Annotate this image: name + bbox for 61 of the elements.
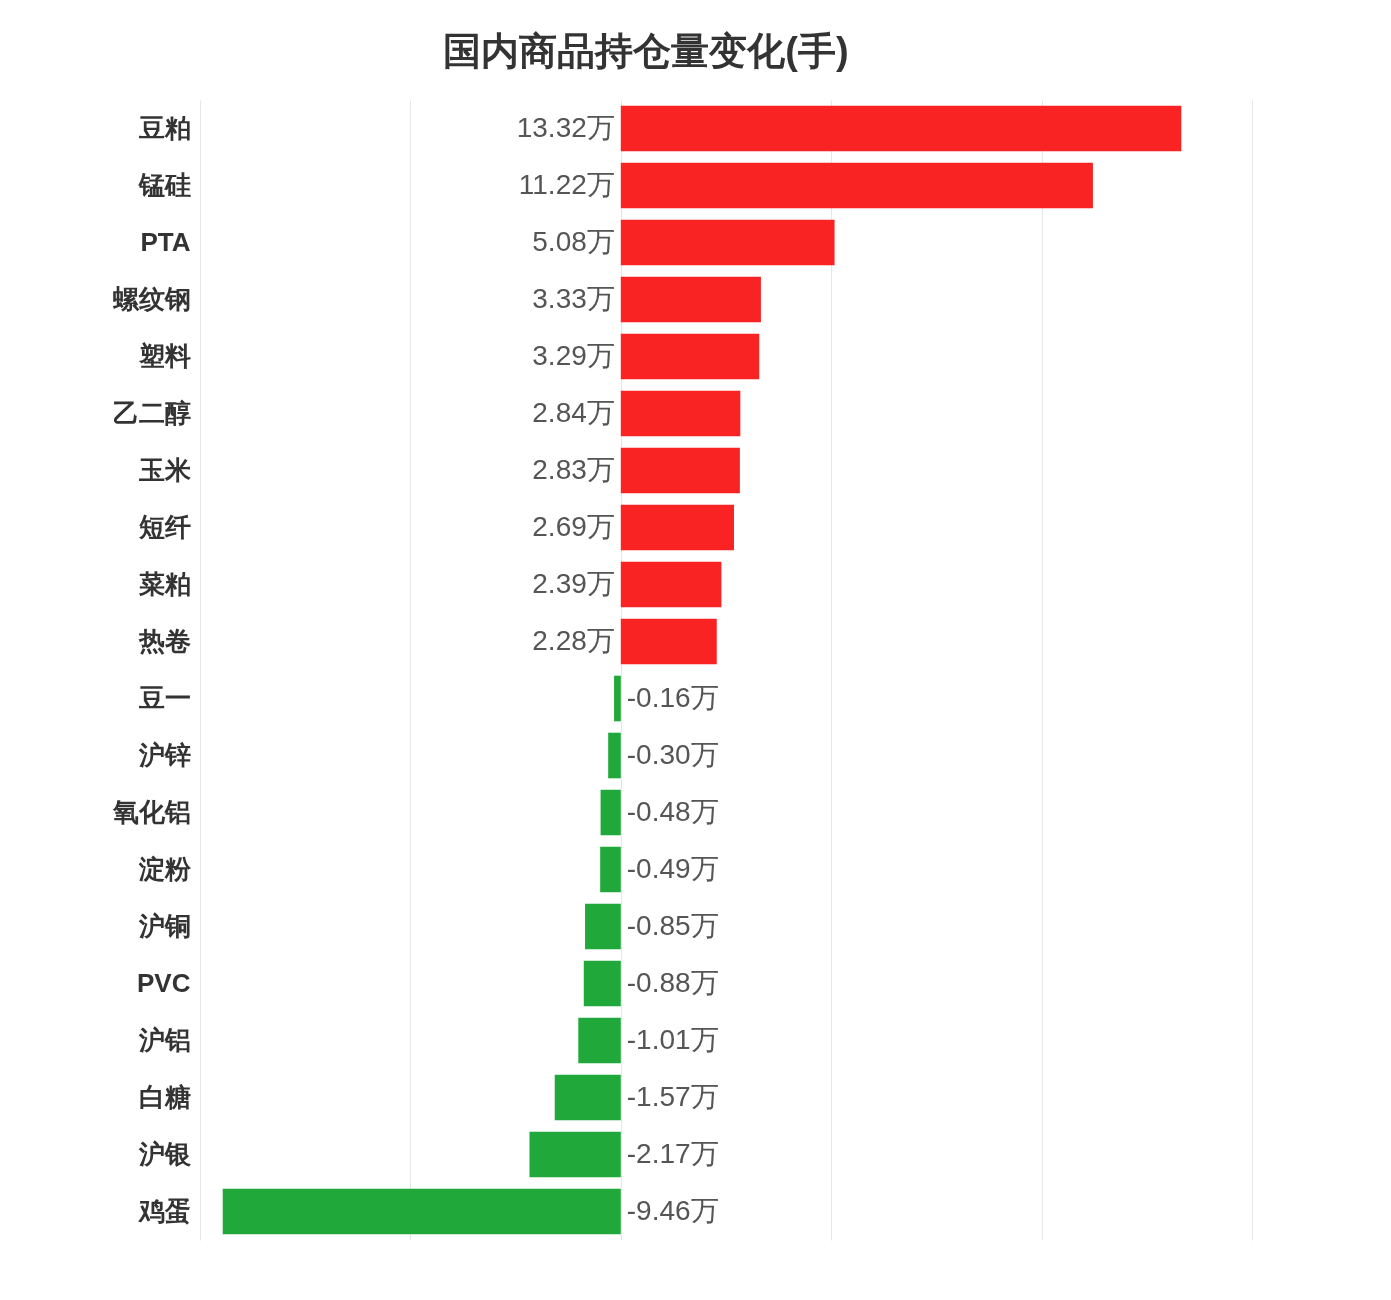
data-label: -1.57万 — [626, 1080, 719, 1112]
y-tick-label: 豆粕 — [137, 112, 191, 143]
data-label: -0.88万 — [626, 966, 719, 998]
bar — [600, 846, 621, 893]
data-label: -0.48万 — [626, 795, 719, 827]
bar — [620, 162, 1093, 209]
y-tick-label: 淀粉 — [137, 853, 192, 884]
y-tick-label: PTA — [140, 226, 191, 257]
bar — [620, 105, 1182, 152]
bar — [600, 789, 621, 836]
y-tick-label: PVC — [137, 967, 191, 998]
bar — [620, 561, 722, 608]
bar — [620, 447, 740, 494]
bar — [620, 276, 761, 323]
bar — [608, 732, 621, 779]
data-label: 13.32万 — [516, 111, 615, 143]
data-label: -0.85万 — [626, 909, 719, 941]
y-tick-label: 热卷 — [137, 625, 191, 656]
y-tick-label: 氧化铝 — [111, 796, 191, 827]
data-label: 5.08万 — [532, 225, 615, 257]
data-label: -0.49万 — [626, 852, 719, 884]
bar — [554, 1074, 621, 1121]
y-tick-label: 沪铝 — [137, 1024, 191, 1055]
y-tick-label: 短纤 — [137, 511, 191, 542]
bar — [583, 960, 621, 1007]
bar — [529, 1131, 621, 1178]
chart-title: 国内商品持仓量变化(手) — [443, 30, 849, 72]
data-label: -2.17万 — [626, 1137, 719, 1169]
y-tick-label: 沪银 — [137, 1138, 191, 1169]
bar — [620, 390, 741, 437]
bar — [614, 675, 621, 722]
y-tick-label: 豆一 — [137, 682, 191, 713]
y-tick-label: 沪锌 — [137, 739, 191, 770]
y-tick-label: 锰硅 — [137, 169, 191, 200]
y-tick-label: 鸡蛋 — [137, 1195, 191, 1226]
bar — [222, 1188, 621, 1235]
y-tick-label: 塑料 — [137, 340, 191, 371]
data-label: 2.69万 — [532, 510, 615, 542]
bar — [578, 1017, 621, 1064]
y-tick-label: 白糖 — [138, 1081, 191, 1112]
data-label: -0.16万 — [626, 681, 719, 713]
data-label: 3.33万 — [532, 282, 615, 314]
data-label: -1.01万 — [626, 1023, 719, 1055]
bar — [620, 618, 717, 665]
data-label: 3.29万 — [532, 339, 615, 371]
data-label: 2.84万 — [532, 396, 615, 428]
bar — [620, 333, 760, 380]
y-tick-label: 玉米 — [137, 454, 191, 485]
bar — [585, 903, 621, 950]
data-label: 2.28万 — [532, 624, 615, 656]
y-tick-label: 菜粕 — [137, 568, 191, 599]
data-label: -0.30万 — [626, 738, 719, 770]
y-tick-label: 螺纹钢 — [111, 283, 191, 314]
data-label: 2.39万 — [532, 567, 615, 599]
bar — [620, 219, 835, 266]
y-tick-label: 沪铜 — [137, 910, 191, 941]
data-label: 11.22万 — [518, 168, 615, 200]
data-label: 2.83万 — [532, 453, 615, 485]
y-tick-label: 乙二醇 — [112, 397, 191, 428]
bar — [620, 504, 734, 551]
data-label: -9.46万 — [626, 1194, 719, 1226]
